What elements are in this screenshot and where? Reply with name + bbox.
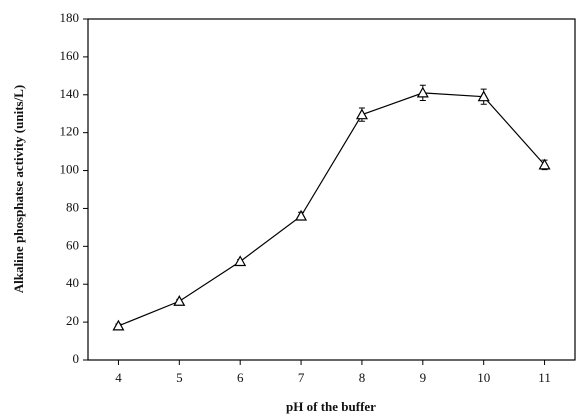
y-tick-label: 160	[60, 48, 80, 63]
y-tick-label: 40	[66, 275, 79, 290]
marker	[477, 90, 490, 102]
marker	[416, 86, 429, 98]
y-tick-label: 120	[60, 124, 80, 139]
y-tick-label: 0	[73, 351, 80, 366]
marker	[173, 295, 186, 306]
x-tick-label: 11	[538, 370, 551, 385]
marker	[112, 319, 125, 331]
x-tick-label: 7	[298, 370, 305, 385]
y-tick-label: 180	[60, 10, 80, 25]
plot-frame	[87, 18, 576, 361]
marker	[538, 158, 551, 170]
y-tick-label: 20	[66, 313, 79, 328]
x-tick-label: 5	[176, 370, 183, 385]
x-tick-label: 10	[477, 370, 490, 385]
y-tick-label: 80	[66, 199, 79, 214]
data-line	[118, 92, 546, 327]
x-tick-label: 4	[115, 370, 122, 385]
y-tick-label: 60	[66, 237, 79, 252]
marker	[355, 108, 368, 120]
y-tick-label: 140	[60, 86, 80, 101]
x-tick-label: 9	[420, 370, 427, 385]
marker	[295, 209, 308, 221]
x-tick-label: 6	[237, 370, 244, 385]
y-tick-label: 100	[60, 162, 80, 177]
marker	[234, 255, 247, 267]
x-tick-label: 8	[359, 370, 366, 385]
y-axis-title: Alkaline phosphatse activity (units/L)	[11, 85, 26, 293]
x-axis-title: pH of the buffer	[286, 399, 376, 414]
